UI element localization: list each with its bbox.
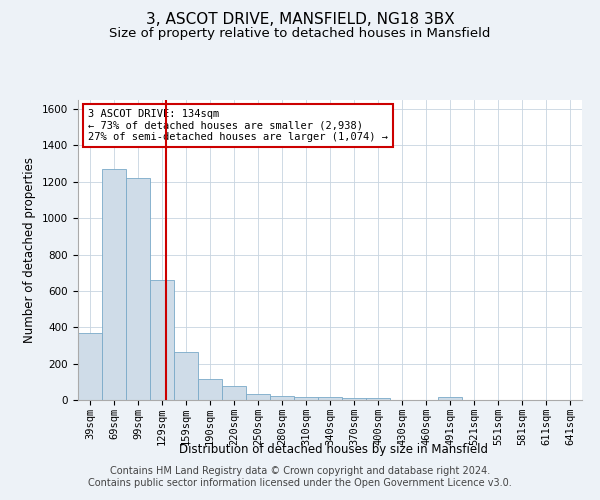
Text: 3, ASCOT DRIVE, MANSFIELD, NG18 3BX: 3, ASCOT DRIVE, MANSFIELD, NG18 3BX [146,12,454,28]
Text: Size of property relative to detached houses in Mansfield: Size of property relative to detached ho… [109,28,491,40]
Bar [270,396,294,400]
Bar [126,178,150,400]
Bar [174,352,198,400]
Text: Contains public sector information licensed under the Open Government Licence v3: Contains public sector information licen… [88,478,512,488]
Bar [438,396,462,400]
Text: Contains HM Land Registry data © Crown copyright and database right 2024.: Contains HM Land Registry data © Crown c… [110,466,490,476]
Bar [198,379,222,400]
Bar [150,280,174,400]
Text: 3 ASCOT DRIVE: 134sqm
← 73% of detached houses are smaller (2,938)
27% of semi-d: 3 ASCOT DRIVE: 134sqm ← 73% of detached … [88,109,388,142]
Bar [78,332,102,400]
Text: Distribution of detached houses by size in Mansfield: Distribution of detached houses by size … [179,442,488,456]
Bar [366,398,390,400]
Bar [102,169,126,400]
Bar [246,394,270,400]
Y-axis label: Number of detached properties: Number of detached properties [23,157,37,343]
Bar [318,398,342,400]
Bar [222,386,246,400]
Bar [342,398,366,400]
Bar [294,396,318,400]
